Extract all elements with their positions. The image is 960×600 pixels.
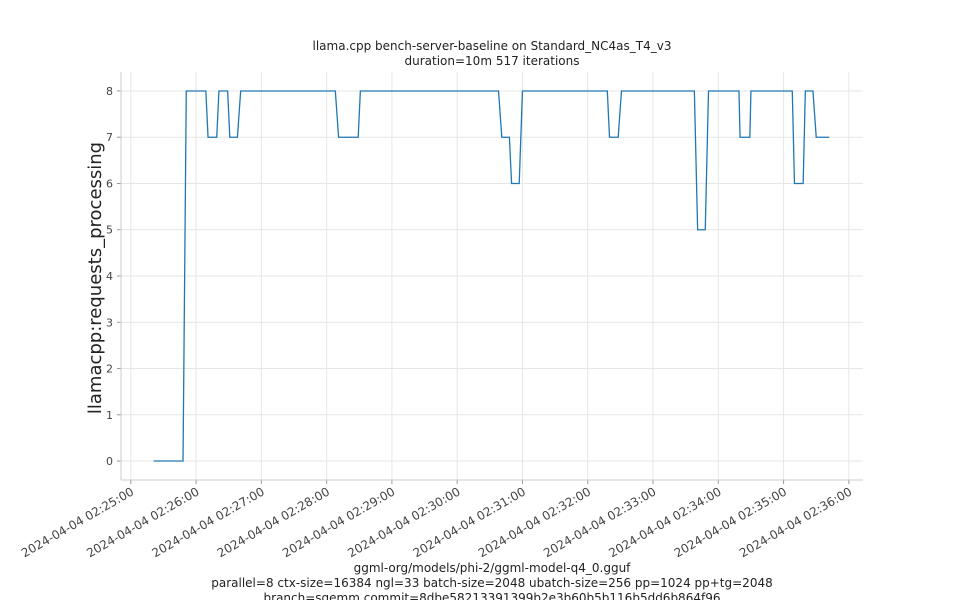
y-tick-label: 2 xyxy=(106,363,113,376)
y-tick-label: 6 xyxy=(106,177,113,190)
y-tick-label: 0 xyxy=(106,455,113,468)
x-tick-label: 2024-04-04 02:34:00 xyxy=(606,484,723,560)
x-tick-label: 2024-04-04 02:25:00 xyxy=(19,484,136,560)
x-tick-label: 2024-04-04 02:30:00 xyxy=(345,484,462,560)
y-tick-label: 1 xyxy=(106,409,113,422)
line-series xyxy=(153,90,830,462)
x-tick-label: 2024-04-04 02:31:00 xyxy=(411,484,528,560)
x-tick-label: 2024-04-04 02:33:00 xyxy=(541,484,658,560)
y-tick-label: 5 xyxy=(106,224,113,237)
footer-line: ggml-org/models/phi-2/ggml-model-q4_0.gg… xyxy=(354,561,632,575)
x-tick-label: 2024-04-04 02:29:00 xyxy=(280,484,397,560)
x-tick-label: 2024-04-04 02:28:00 xyxy=(215,484,332,560)
x-tick-label: 2024-04-04 02:36:00 xyxy=(737,484,854,560)
chart-title: llama.cpp bench-server-baseline on Stand… xyxy=(313,39,672,53)
y-tick-label: 8 xyxy=(106,85,113,98)
footer-line: branch=sgemm commit=8dbe58213391399b2e3b… xyxy=(264,591,721,600)
footer-line: parallel=8 ctx-size=16384 ngl=33 batch-s… xyxy=(211,576,772,590)
x-tick-label: 2024-04-04 02:32:00 xyxy=(476,484,593,560)
x-tick-label: 2024-04-04 02:26:00 xyxy=(84,484,201,560)
chart-subtitle: duration=10m 517 iterations xyxy=(405,54,580,68)
y-axis-label: llamacpp:requests_processing xyxy=(85,142,106,414)
y-tick-label: 3 xyxy=(106,316,113,329)
y-tick-label: 4 xyxy=(106,270,113,283)
x-tick-label: 2024-04-04 02:27:00 xyxy=(149,484,266,560)
y-tick-label: 7 xyxy=(106,131,113,144)
x-tick-label: 2024-04-04 02:35:00 xyxy=(672,484,789,560)
